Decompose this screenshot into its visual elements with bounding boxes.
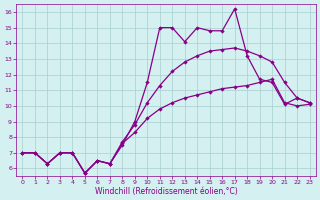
X-axis label: Windchill (Refroidissement éolien,°C): Windchill (Refroidissement éolien,°C) bbox=[95, 187, 237, 196]
